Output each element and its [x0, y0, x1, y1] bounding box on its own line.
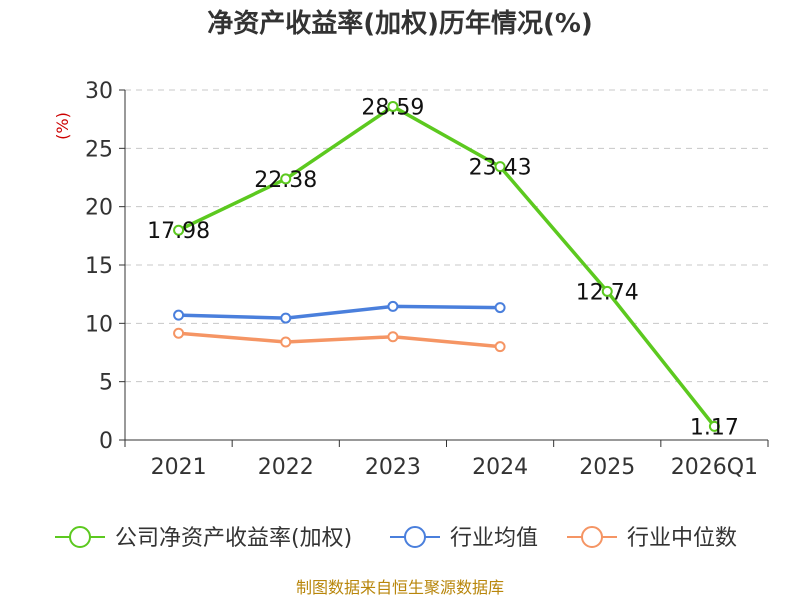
legend-marker-circle — [69, 526, 91, 548]
x-tick-label: 2023 — [365, 455, 421, 480]
data-point — [387, 300, 399, 312]
x-tick-label: 2021 — [151, 455, 207, 480]
series-line-0 — [176, 104, 717, 429]
data-point — [708, 420, 720, 432]
data-label: 22.38 — [254, 168, 317, 193]
legend-label: 行业中位数 — [627, 526, 737, 551]
x-tick-label: 2026Q1 — [671, 455, 758, 480]
grid-lines — [125, 89, 768, 383]
series-line-1 — [176, 304, 502, 320]
data-point — [280, 312, 292, 324]
y-tick-label: 25 — [85, 137, 113, 162]
chart-title: 净资产收益率(加权)历年情况(%) — [207, 8, 593, 39]
y-tick-label: 15 — [85, 254, 113, 279]
legend: 公司净资产收益率(加权) 行业均值 行业中位数 — [55, 526, 737, 551]
data-label: 28.59 — [361, 95, 424, 120]
data-point — [280, 336, 292, 348]
x-tick-label: 2025 — [579, 455, 635, 480]
data-point — [494, 302, 506, 314]
data-point — [173, 327, 185, 339]
legend-marker-circle — [404, 526, 426, 548]
x-tick-label: 2022 — [258, 455, 314, 480]
data-point — [601, 285, 613, 297]
data-labels: 17.98 22.38 28.59 23.43 12.74 1.17 — [147, 95, 739, 440]
data-label: 17.98 — [147, 219, 210, 244]
data-label: 23.43 — [469, 156, 532, 181]
y-tick-label: 0 — [99, 429, 113, 454]
y-tick-label: 20 — [85, 196, 113, 221]
data-point — [173, 224, 185, 236]
x-tick-label: 2024 — [472, 455, 528, 480]
legend-label: 行业均值 — [450, 526, 538, 551]
data-point — [387, 331, 399, 343]
data-point — [280, 173, 292, 185]
y-tick-label: 5 — [99, 371, 113, 396]
legend-marker-circle — [581, 526, 603, 548]
y-tick-label: 30 — [85, 79, 113, 104]
data-point — [494, 341, 506, 353]
series-line-2 — [176, 331, 502, 349]
y-tick-label: 10 — [85, 312, 113, 337]
series-layer — [173, 100, 720, 432]
data-point — [387, 100, 399, 112]
data-label: 12.74 — [576, 280, 639, 305]
data-label: 1.17 — [690, 415, 739, 440]
data-point — [173, 309, 185, 321]
source-note: 制图数据来自恒生聚源数据库 — [296, 578, 504, 597]
legend-label: 公司净资产收益率(加权) — [115, 526, 352, 551]
data-point — [494, 161, 506, 173]
y-axis-label: (%) — [53, 112, 72, 140]
